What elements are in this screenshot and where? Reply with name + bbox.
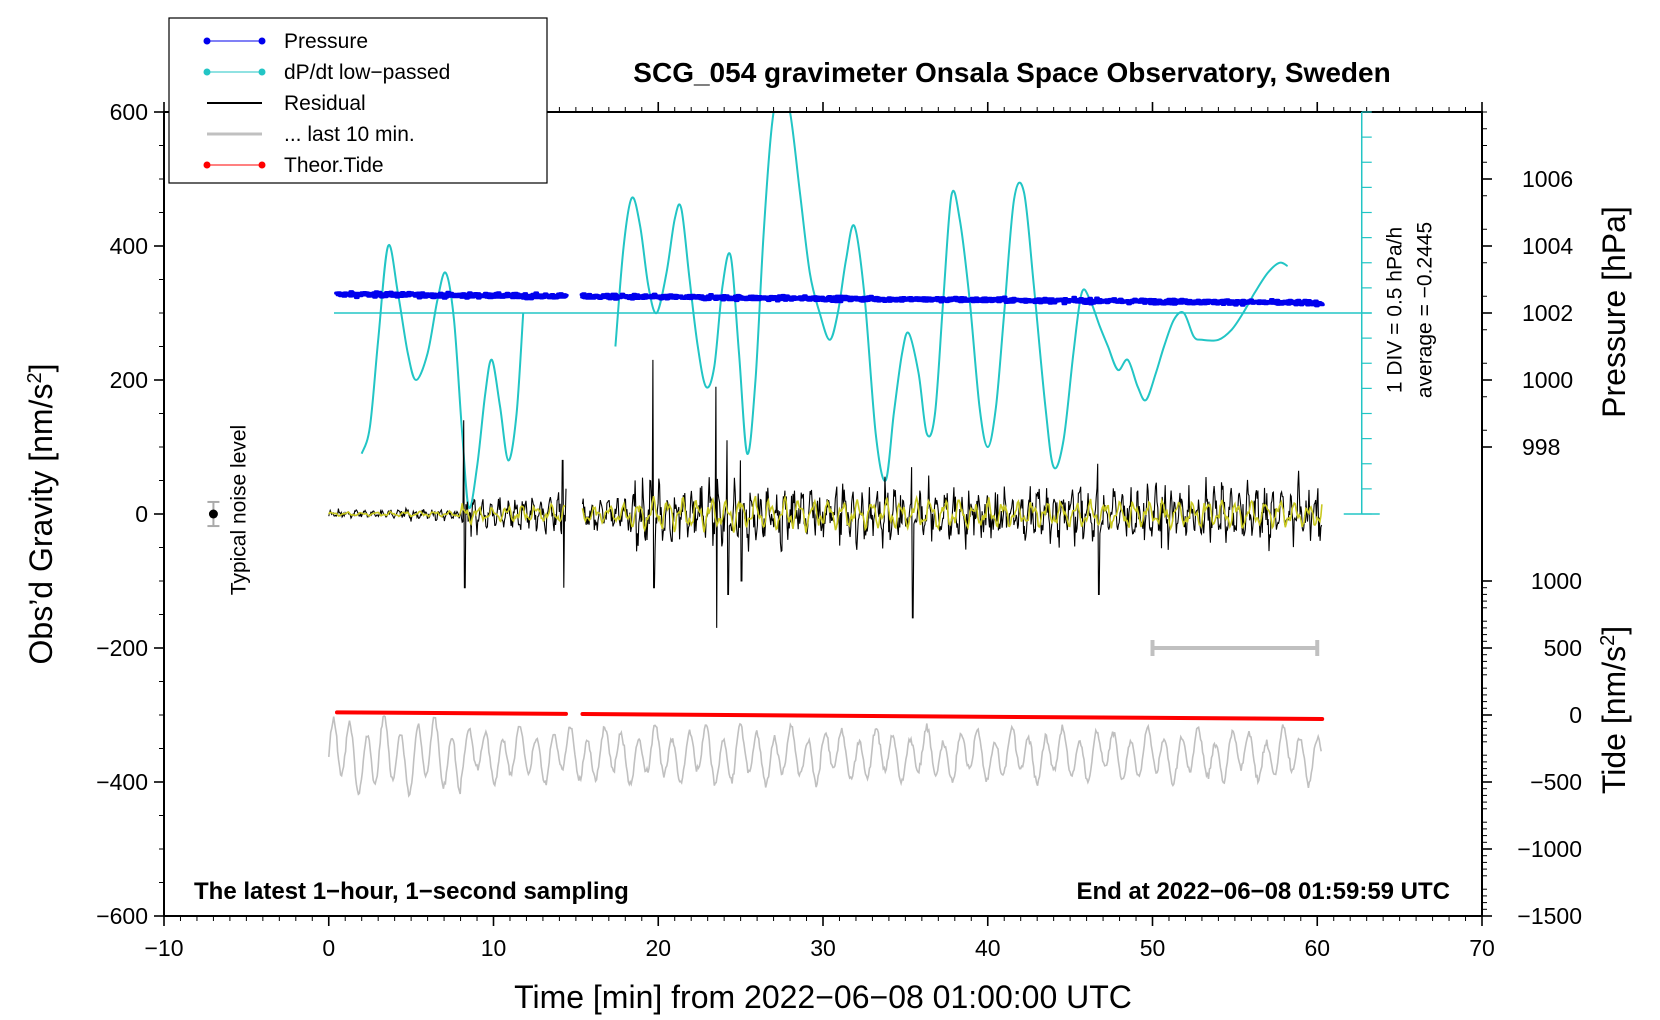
legend-label: ... last 10 min. <box>284 123 415 146</box>
pressure-tick-label: 1002 <box>1522 300 1573 326</box>
last-10-min-series <box>328 715 1322 798</box>
pressure-tick-label: 1000 <box>1522 367 1573 393</box>
note-right: End at 2022−06−08 01:59:59 UTC <box>1076 878 1450 905</box>
y-tick-label: 600 <box>110 99 148 125</box>
x-tick-label: 0 <box>322 935 335 961</box>
residual-series <box>328 359 1323 628</box>
dpdt-series <box>360 112 1289 509</box>
tide-tick-label: 0 <box>1569 702 1582 728</box>
dpdt-average-label: average = −0.2445 <box>1414 222 1437 398</box>
noise-level-label: Typical noise level <box>227 425 250 595</box>
legend-marker <box>258 37 266 45</box>
filtered-residual-line <box>581 494 1323 533</box>
tide-tick-label: −1500 <box>1517 903 1582 929</box>
x-tick-label: −10 <box>144 935 183 961</box>
pressure-dots <box>579 292 1325 308</box>
residual-line <box>581 359 1323 628</box>
legend-marker <box>203 37 211 45</box>
scale-bar <box>1150 640 1320 656</box>
y-tick-label: −200 <box>96 635 148 661</box>
pressure-series <box>334 290 1325 308</box>
tide-tick-label: 1000 <box>1531 568 1582 594</box>
y-tick-label: 400 <box>110 233 148 259</box>
dpdt-curve-segment <box>614 112 1289 482</box>
legend-label: Theor.Tide <box>284 154 384 177</box>
dpdt-scale <box>334 111 1380 515</box>
x-tick-label: 30 <box>810 935 836 961</box>
legend-marker <box>203 161 211 169</box>
y-axis-title-tide: Tide [nm/s2] <box>1596 626 1632 794</box>
noise-point <box>208 509 218 519</box>
x-axis-title: Time [min] from 2022−06−08 01:00:00 UTC <box>514 979 1132 1015</box>
tide-line <box>334 710 568 716</box>
filtered-residual-series <box>328 494 1323 533</box>
dpdt-curve-segment <box>360 244 525 509</box>
legend-label: Residual <box>284 92 366 115</box>
x-tick-label: 40 <box>975 935 1001 961</box>
legend-label: Pressure <box>284 30 368 53</box>
chart-title: SCG_054 gravimeter Onsala Space Observat… <box>633 57 1390 88</box>
noise-level-marker <box>207 500 220 528</box>
pressure-tick-label: 1006 <box>1522 166 1573 192</box>
dpdt-div-label: 1 DIV = 0.5 hPa/h <box>1384 227 1407 393</box>
tide-tick-label: 500 <box>1544 635 1582 661</box>
y-axis-title-left: Obs’d Gravity [nm/s2] <box>23 364 59 665</box>
x-tick-label: 50 <box>1140 935 1166 961</box>
y-tick-label: −400 <box>96 769 148 795</box>
legend-box <box>168 17 548 184</box>
tide-series <box>334 710 1325 722</box>
x-tick-label: 20 <box>645 935 671 961</box>
tide-tick-label: −500 <box>1530 769 1582 795</box>
y-tick-label: 200 <box>110 367 148 393</box>
tide-tick-label: −1000 <box>1517 836 1582 862</box>
x-tick-label: 60 <box>1304 935 1330 961</box>
y-axis-title-pressure: Pressure [hPa] <box>1596 206 1632 418</box>
axes: −10 0 10 20 30 40 50 60 70 −600 −400 −200 0 200 400 600… <box>96 99 1582 961</box>
pressure-tick-label: 1004 <box>1522 233 1573 259</box>
y-tick-label: −600 <box>96 903 148 929</box>
pressure-tick-label: 998 <box>1522 434 1560 460</box>
pressure-dots <box>334 290 569 301</box>
note-left: The latest 1−hour, 1−second sampling <box>194 878 629 905</box>
x-tick-label: 70 <box>1469 935 1495 961</box>
x-tick-label: 10 <box>481 935 507 961</box>
y-tick-label: 0 <box>135 501 148 527</box>
legend-marker <box>258 68 266 76</box>
legend-marker <box>203 68 211 76</box>
legend: Pressure dP/dt low−passed Residual ... last… <box>168 17 548 184</box>
tide-line <box>580 711 1325 722</box>
legend-marker <box>258 161 266 169</box>
filtered-residual-line <box>328 502 566 527</box>
last10-line <box>328 715 1322 798</box>
legend-label: dP/dt low−passed <box>284 61 450 84</box>
